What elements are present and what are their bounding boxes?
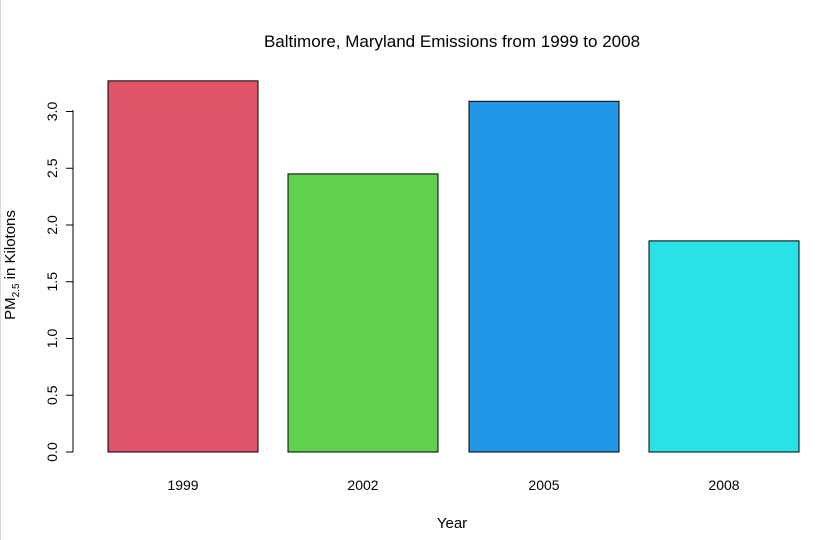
y-axis: 0.0 0.5 1.0 1.5 2.0 2.5 3.0: [44, 102, 74, 462]
y-tick-label: 2.0: [44, 215, 60, 235]
x-tick-label: 2005: [528, 477, 559, 493]
bar-2002: [287, 173, 439, 453]
x-tick-label: 2002: [347, 477, 378, 493]
x-axis-label: Year: [437, 515, 467, 532]
y-axis-label-subscript: 2.5: [11, 283, 22, 297]
y-tick-label: 1.0: [44, 329, 60, 349]
bar-2005: [468, 100, 620, 453]
y-axis-label-suffix: in Kilotons: [2, 210, 19, 283]
y-tick-label: 0.0: [44, 442, 60, 462]
bar-1999: [107, 80, 259, 453]
x-axis-tick-labels: 1999 2002 2005 2008: [167, 477, 739, 493]
y-axis-label-main: PM: [2, 297, 19, 320]
y-tick-label: 0.5: [44, 385, 60, 405]
y-tick-label: 3.0: [44, 102, 60, 122]
y-tick-label: 2.5: [44, 158, 60, 178]
bars-group: [107, 80, 800, 453]
x-tick-label: 1999: [167, 477, 198, 493]
x-tick-label: 2008: [708, 477, 739, 493]
bar-2008: [648, 240, 800, 453]
y-tick-label: 1.5: [44, 272, 60, 292]
y-axis-ticks: 0.0 0.5 1.0 1.5 2.0 2.5 3.0: [44, 102, 73, 462]
y-axis-label: PM2.5 in Kilotons: [2, 210, 22, 320]
chart-title: Baltimore, Maryland Emissions from 1999 …: [264, 32, 640, 51]
